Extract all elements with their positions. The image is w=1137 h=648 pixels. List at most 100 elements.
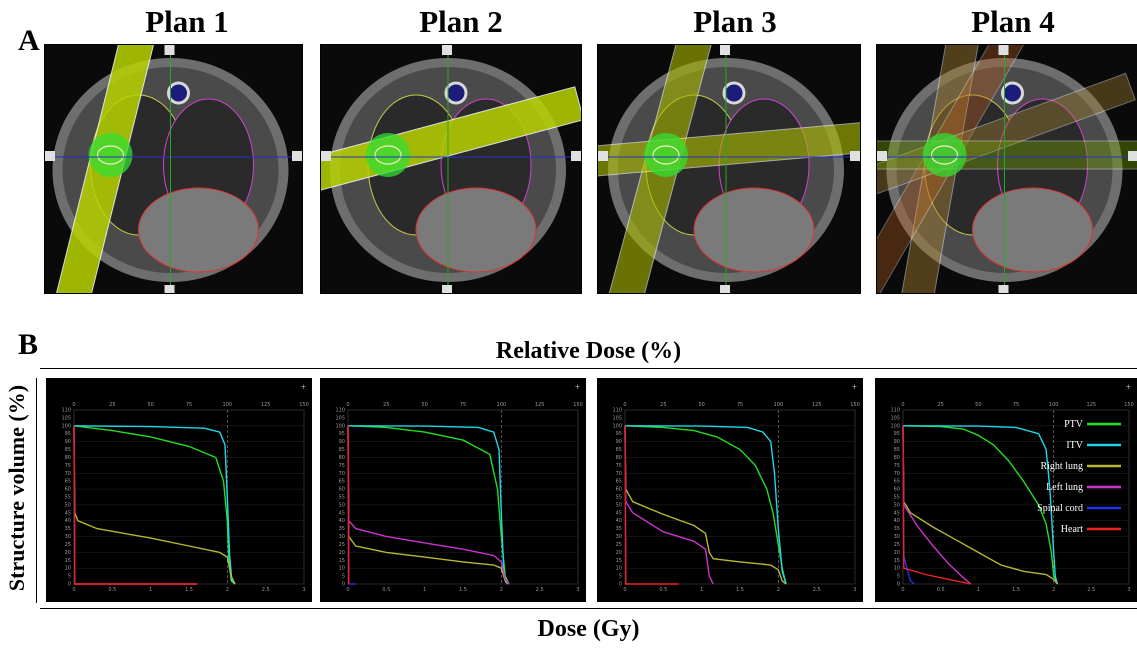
x-tick-label: 3 (1127, 587, 1130, 593)
series-line-left-lung (347, 425, 510, 585)
y-tick-label: 75 (339, 463, 345, 469)
x2-tick-label: 100 (774, 402, 784, 408)
y-tick-label: 110 (612, 408, 622, 414)
x2-tick-label: 150 (850, 402, 860, 408)
itv-contour (652, 145, 680, 165)
y-tick-label: 75 (616, 463, 622, 469)
marker-square (998, 285, 1009, 293)
x-tick-label: 1.5 (736, 587, 744, 593)
legend-label: Left lung (1046, 482, 1083, 493)
x2-tick-label: 125 (1087, 402, 1097, 408)
x-tick-label: 1 (977, 587, 980, 593)
x-tick-label: 1 (149, 587, 152, 593)
x2-tick-label: 150 (1124, 402, 1134, 408)
legend-label: Spinal cord (1037, 503, 1083, 514)
spinal-cord (1001, 81, 1024, 105)
y-tick-label: 75 (65, 463, 71, 469)
x-tick-label: 3 (576, 587, 579, 593)
x-tick-label: 3 (302, 587, 305, 593)
y-tick-label: 110 (890, 408, 900, 414)
y-tick-label: 15 (616, 558, 622, 564)
series-line-right-lung (624, 425, 787, 585)
heart (415, 187, 537, 273)
y-axis-bar (36, 378, 37, 603)
corner-cross: + (575, 382, 580, 392)
plan-title-2: Plan 2 (419, 4, 503, 39)
y-tick-label: 15 (894, 558, 900, 564)
series-line-itv (902, 425, 1059, 585)
y-tick-label: 30 (65, 534, 71, 540)
bottom-rule (40, 608, 1137, 609)
y-tick-label: 10 (616, 566, 622, 572)
y-tick-label: 75 (894, 463, 900, 469)
y-tick-label: 65 (65, 479, 71, 485)
y-tick-label: 70 (616, 471, 622, 477)
y-tick-label: 80 (616, 455, 622, 461)
y-tick-label: 100 (61, 423, 71, 429)
y-tick-label: 70 (65, 471, 71, 477)
x2-tick-label: 125 (261, 402, 271, 408)
beam (877, 140, 1137, 170)
y-tick-label: 30 (339, 534, 345, 540)
itv-contour (930, 145, 959, 165)
y-tick-label: 40 (894, 518, 900, 524)
series-line-itv (624, 425, 787, 585)
x2-tick-label: 25 (109, 402, 115, 408)
y-tick-label: 5 (897, 574, 900, 580)
y-tick-label: 0 (897, 582, 900, 588)
legend-label: PTV (1064, 419, 1084, 430)
spinal-cord (167, 81, 190, 105)
x2-tick-label: 25 (660, 402, 666, 408)
y-tick-label: 35 (339, 526, 345, 532)
ct-image-plan-1 (44, 44, 303, 294)
dvh-chart-plan-3: 0 5 10 15 20 25 30 35 40 45 50 55 60 65 70 75 80 85 90 95 10… (597, 378, 863, 602)
x2-tick-label: 50 (698, 402, 704, 408)
itv-contour (96, 145, 125, 165)
x2-tick-label: 50 (421, 402, 427, 408)
y-tick-label: 70 (894, 471, 900, 477)
heart (138, 187, 259, 273)
y-tick-label: 55 (894, 495, 900, 501)
marker-square (164, 45, 175, 55)
y-tick-label: 55 (616, 495, 622, 501)
marker-square (720, 45, 730, 55)
marker-square (720, 285, 730, 293)
marker-square (45, 151, 55, 161)
y-tick-label: 85 (339, 447, 345, 453)
y-tick-label: 0 (619, 582, 622, 588)
y-tick-label: 25 (894, 542, 900, 548)
x2-tick-label: 25 (937, 402, 943, 408)
y-tick-label: 0 (68, 582, 71, 588)
plot-frame (73, 409, 305, 585)
x2-tick-label: 150 (299, 402, 309, 408)
y-tick-label: 85 (65, 447, 71, 453)
y-tick-label: 50 (339, 502, 345, 508)
x-tick-label: 2 (226, 587, 229, 593)
y-tick-label: 85 (616, 447, 622, 453)
x2-axis-title: Relative Dose (%) (495, 338, 682, 364)
y-tick-label: 95 (616, 431, 622, 437)
marker-square (571, 151, 581, 161)
ptv-target (922, 133, 967, 177)
ptv-target (644, 133, 688, 177)
x2-tick-label: 0 (72, 402, 75, 408)
x-tick-label: 2.5 (536, 587, 544, 593)
y-tick-label: 105 (335, 415, 345, 421)
legend-label: Heart (1061, 524, 1083, 535)
y-tick-label: 10 (894, 566, 900, 572)
y-tick-label: 10 (339, 566, 345, 572)
x-axis-title: Dose (Gy) (537, 616, 640, 642)
x2-tick-label: 75 (186, 402, 192, 408)
plot-frame (347, 409, 579, 585)
series-line-heart (73, 425, 197, 585)
legend-label: ITV (1066, 440, 1083, 451)
y-tick-label: 40 (616, 518, 622, 524)
ptv-target (366, 133, 410, 177)
series-line-left-lung (624, 425, 714, 585)
series-line-ptv (902, 425, 1059, 585)
marker-square (998, 45, 1009, 55)
x2-tick-label: 75 (460, 402, 466, 408)
y-tick-label: 90 (65, 439, 71, 445)
y-tick-label: 40 (339, 518, 345, 524)
dvh-chart-plan-2: 0 5 10 15 20 25 30 35 40 45 50 55 60 65 70 75 80 85 90 95 10… (320, 378, 586, 602)
